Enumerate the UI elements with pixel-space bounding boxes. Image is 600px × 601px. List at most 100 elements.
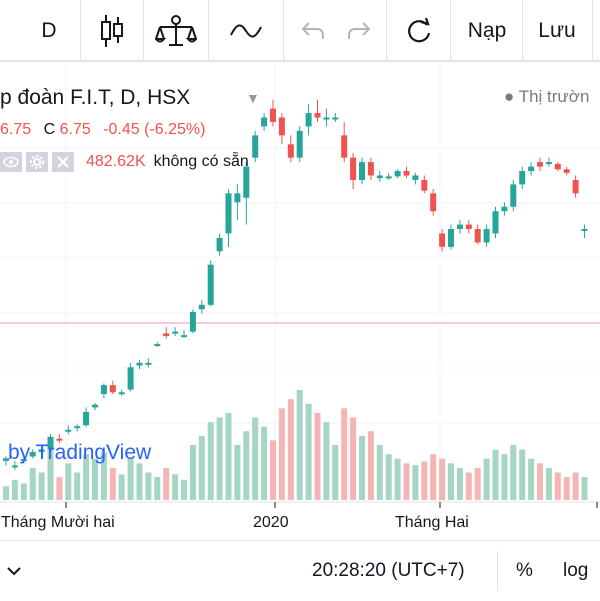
candle-body xyxy=(83,411,90,426)
drawing-tools-button[interactable] xyxy=(216,0,276,62)
candle-body xyxy=(359,162,365,180)
candle-body xyxy=(136,362,143,366)
volume-bar xyxy=(367,431,374,500)
candle-body xyxy=(118,392,125,395)
candle-body xyxy=(412,175,419,180)
indicators-icon xyxy=(155,15,197,46)
volume-bar xyxy=(145,472,152,500)
undo-button[interactable] xyxy=(290,0,336,62)
volume-bar xyxy=(465,472,472,500)
market-status: ● Thị trườn xyxy=(504,87,589,107)
symbol-title[interactable]: p đoàn F.I.T, D, HSX xyxy=(0,86,191,109)
volume-bar xyxy=(216,417,223,500)
candle-body xyxy=(421,179,428,191)
close-label: C xyxy=(43,121,56,138)
redo-button[interactable] xyxy=(336,0,382,62)
candle-body xyxy=(554,163,561,170)
volume-bar xyxy=(483,458,490,500)
candle-body xyxy=(287,144,294,158)
candle-body xyxy=(172,331,179,334)
volume-bar xyxy=(56,477,63,500)
candle-body xyxy=(65,429,72,432)
volume-bar xyxy=(127,458,134,500)
log-scale-button[interactable]: log xyxy=(563,541,588,601)
candle-body xyxy=(296,130,303,158)
volume-bar xyxy=(92,458,98,500)
volume-bar xyxy=(537,463,543,500)
candle-body xyxy=(225,193,232,234)
volume-bar xyxy=(581,477,588,500)
interval-button[interactable]: D xyxy=(20,0,78,62)
volume-bar xyxy=(207,422,214,500)
percent-scale-button[interactable]: % xyxy=(516,541,533,601)
candle-body xyxy=(376,175,383,179)
chevron-down-icon[interactable]: ▼ xyxy=(246,90,260,106)
volume-bar xyxy=(65,463,72,500)
change-value: -0.45 (-6.25%) xyxy=(103,121,206,138)
toolbar-divider xyxy=(143,0,144,62)
save-button[interactable]: Lưu xyxy=(524,0,590,62)
volume-bar xyxy=(74,472,81,500)
ohlc-values: 6.75 C 6.75 -0.45 (-6.25%) xyxy=(0,121,205,139)
candle-body xyxy=(519,171,526,185)
candle-body xyxy=(189,311,196,332)
candle-body xyxy=(305,113,312,127)
price-chart[interactable] xyxy=(0,64,600,540)
volume-bar xyxy=(412,465,419,500)
candle-body xyxy=(465,224,472,230)
close-icon[interactable] xyxy=(52,152,74,172)
volume-bar xyxy=(11,479,18,500)
time-label: 20:28:20 (UTC+7) xyxy=(312,560,465,581)
candle-body xyxy=(154,344,161,347)
collapse-button[interactable] xyxy=(6,541,22,601)
volume-bar xyxy=(528,458,535,500)
toolbar-divider xyxy=(592,0,593,62)
toolbar-divider xyxy=(522,0,523,62)
refresh-button[interactable] xyxy=(390,0,448,62)
watermark-label: by TradingView xyxy=(8,441,152,464)
volume-legend: 482.62K không có sẵn xyxy=(0,152,249,172)
volume-bar xyxy=(270,440,276,500)
candle-body xyxy=(350,157,357,180)
candle-body xyxy=(492,211,499,234)
interval-label: D xyxy=(41,19,57,42)
candle-body xyxy=(456,224,463,230)
eye-icon[interactable] xyxy=(0,152,22,172)
volume-bar xyxy=(38,472,45,500)
candle-body xyxy=(403,171,410,176)
candles-style-button[interactable] xyxy=(82,0,142,62)
candle-body xyxy=(207,264,214,305)
volume-bar xyxy=(394,458,401,500)
volume-bar xyxy=(118,474,125,500)
volume-bar xyxy=(29,467,36,500)
volume-bar xyxy=(501,454,508,500)
candle-body xyxy=(394,171,401,177)
candle-body xyxy=(261,117,268,127)
toolbar-divider xyxy=(386,0,387,62)
volume-bar xyxy=(100,452,107,500)
toolbar-divider xyxy=(283,0,284,62)
volume-bar xyxy=(314,412,321,500)
volume-bar xyxy=(439,458,446,500)
candle-body xyxy=(47,436,54,450)
volume-bar xyxy=(278,408,285,500)
candle-body xyxy=(314,113,321,118)
volume-bar xyxy=(296,390,303,500)
volume-bar xyxy=(554,472,561,500)
volume-bar xyxy=(572,472,579,500)
volume-bar xyxy=(519,449,526,500)
load-button[interactable]: Nạp xyxy=(452,0,522,62)
chart-pane[interactable] xyxy=(0,64,600,540)
volume-bar xyxy=(154,477,161,500)
top-toolbar: D xyxy=(0,0,600,62)
candle-body xyxy=(448,229,454,247)
tradingview-watermark[interactable]: by TradingView xyxy=(8,441,151,465)
gear-icon[interactable] xyxy=(26,152,48,172)
indicators-button[interactable] xyxy=(145,0,207,62)
log-label: log xyxy=(563,560,589,581)
close-value: 6.75 xyxy=(59,121,91,138)
candle-body xyxy=(430,193,437,212)
candle-body xyxy=(127,367,134,390)
candle-body xyxy=(181,335,187,338)
volume-bar xyxy=(287,399,294,500)
